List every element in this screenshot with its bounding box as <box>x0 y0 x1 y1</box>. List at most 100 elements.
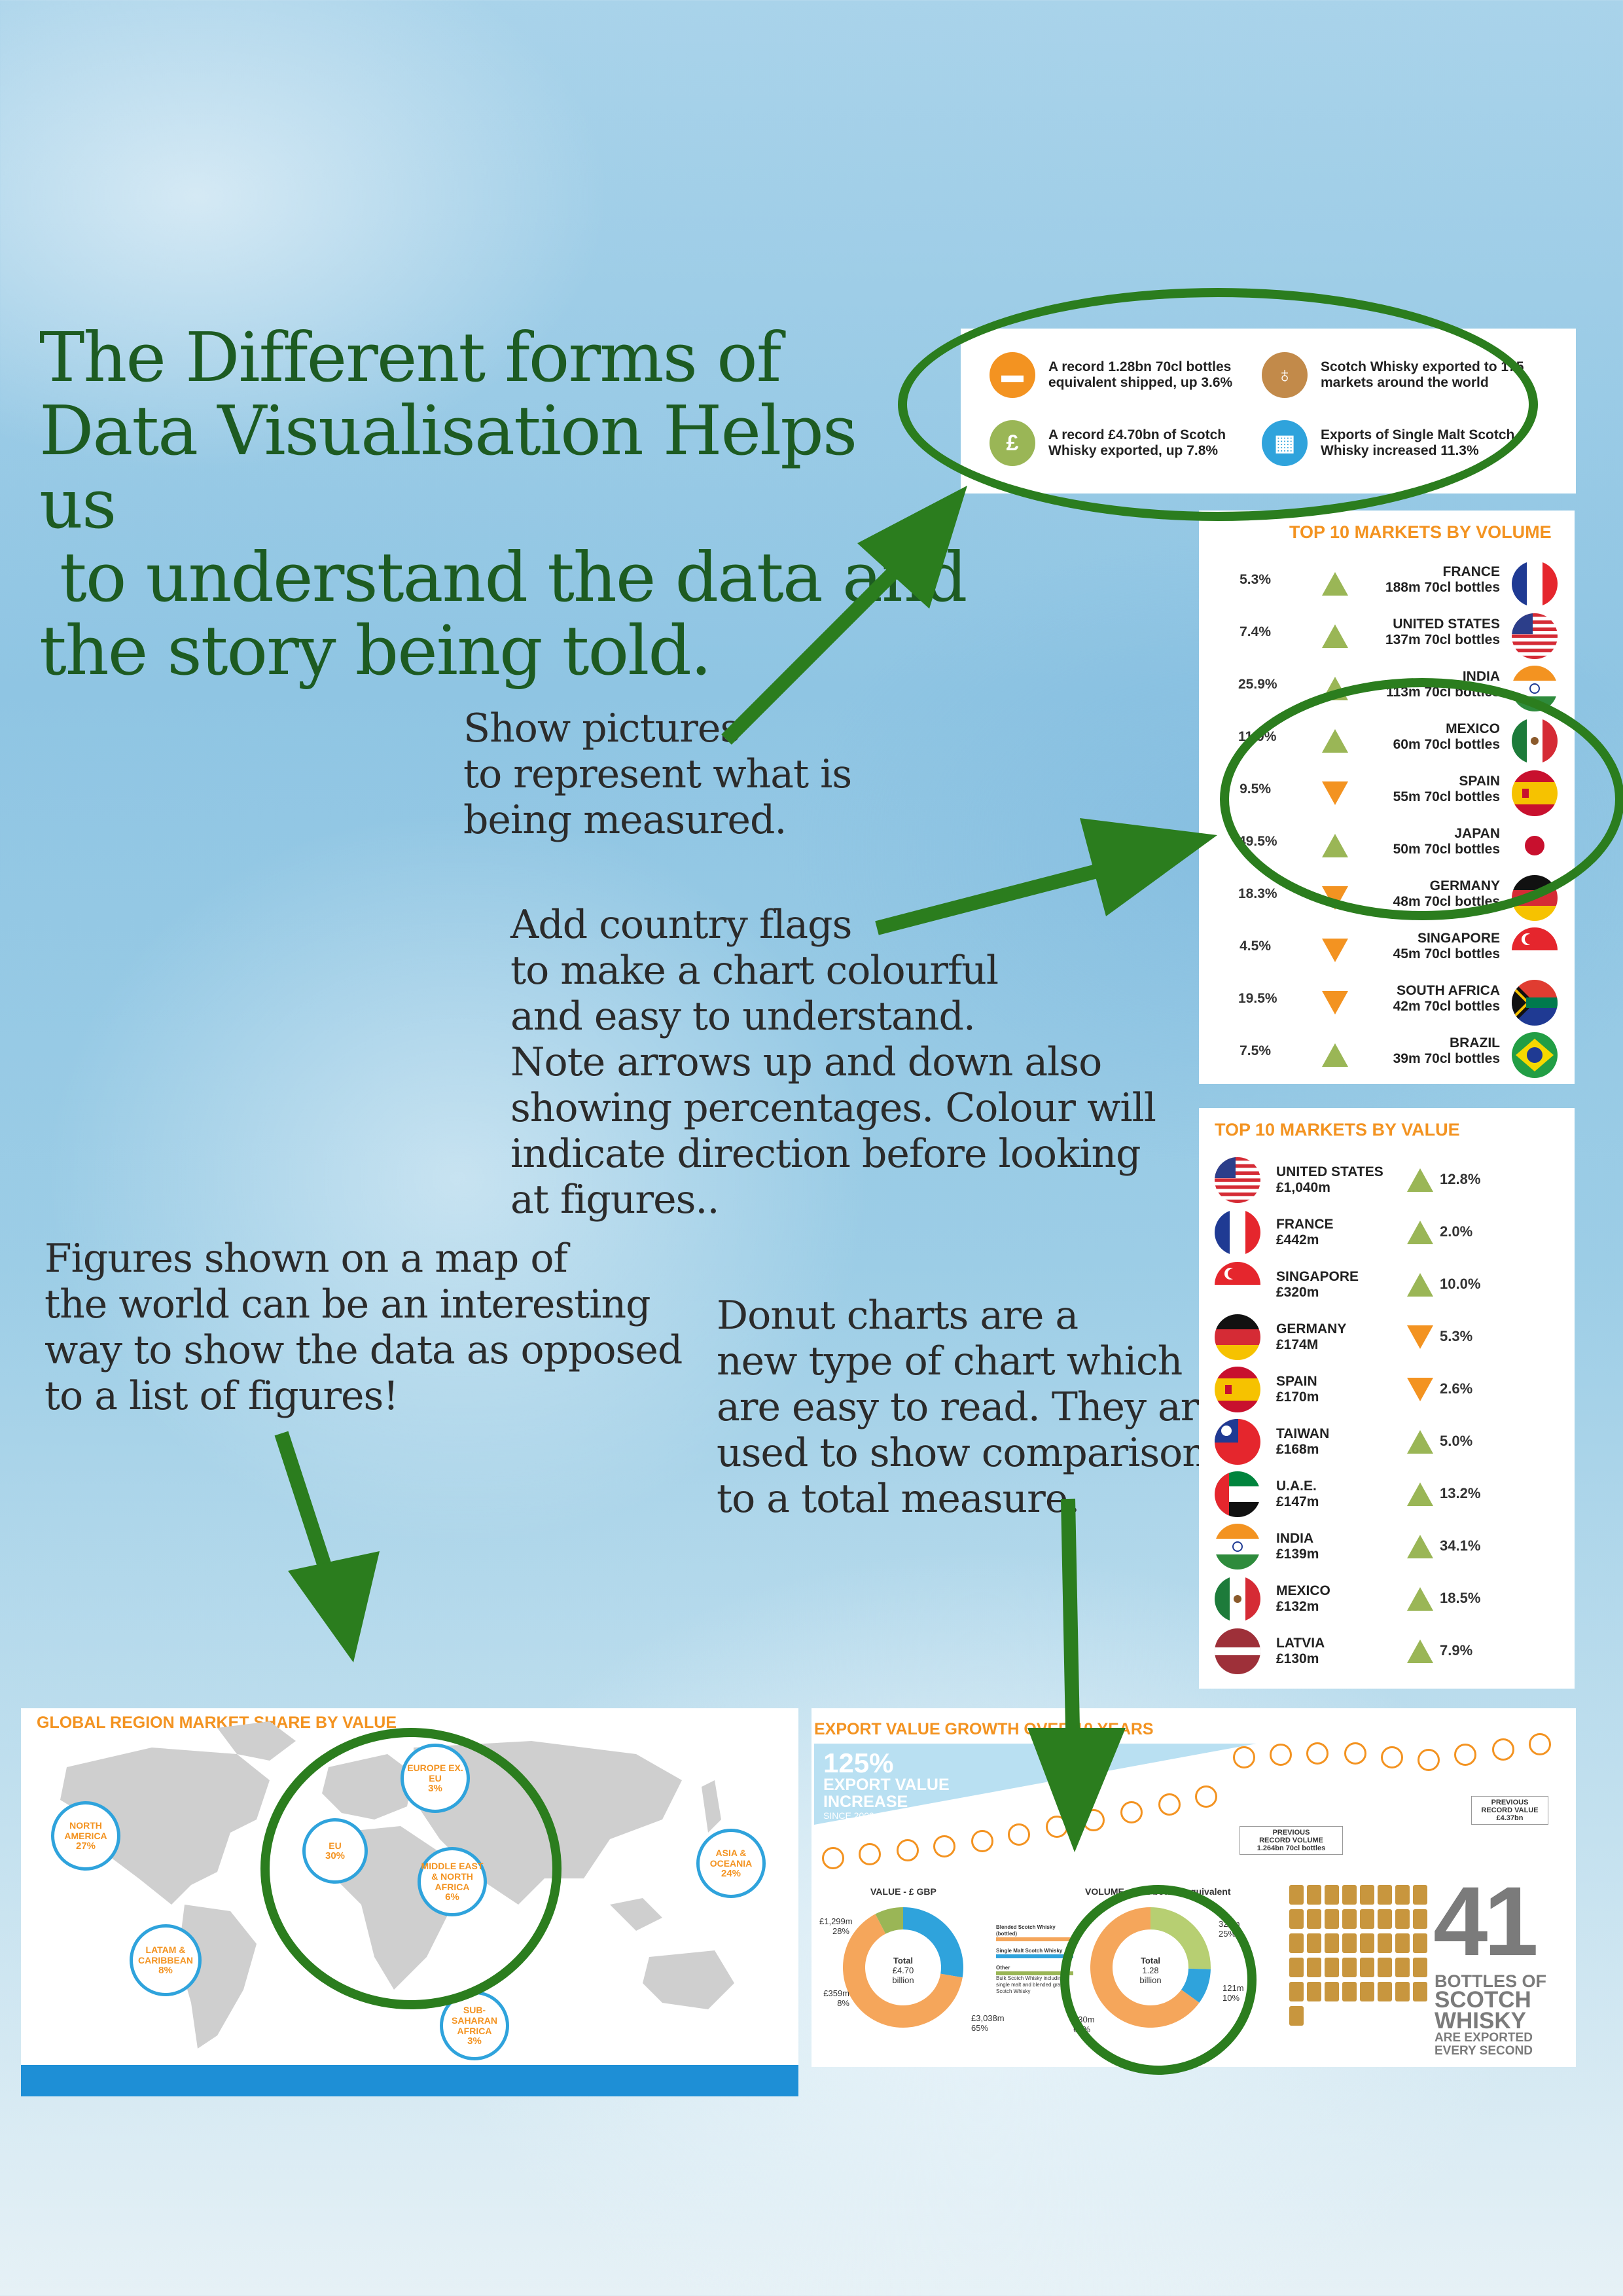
value-row: GERMANY £174M 5.3% <box>1199 1311 1575 1363</box>
coin-icon <box>1529 1733 1551 1755</box>
value-pct: 2.6% <box>1440 1380 1473 1397</box>
bottle-icon <box>1378 1982 1392 2001</box>
coin-icon <box>1008 1823 1030 1846</box>
note-line: new type of chart which <box>717 1338 1183 1384</box>
arrow-down-icon <box>1322 991 1348 1014</box>
volume-country: BRAZIL 39m 70cl bottles <box>1393 1035 1500 1066</box>
coin-icon <box>1233 1746 1255 1768</box>
bottle-icon <box>1307 1885 1321 1905</box>
arrow-down-icon <box>1407 1378 1433 1401</box>
volume-pct: 25.9% <box>1238 677 1277 692</box>
note-line: are easy to read. They are <box>717 1384 1222 1430</box>
bottle-icon <box>1342 1933 1357 1953</box>
bottle-icon <box>1325 1933 1339 1953</box>
coin-icon <box>933 1835 955 1857</box>
bottle-icon <box>1289 1958 1304 1977</box>
coin-icon <box>1270 1744 1292 1766</box>
volume-row: 7.5% BRAZIL 39m 70cl bottles <box>1199 1029 1575 1081</box>
volume-pct: 19.5% <box>1238 991 1277 1006</box>
volume-row: 5.3% FRANCE 188m 70cl bottles <box>1199 558 1575 610</box>
note-line: showing percentages. Colour will <box>510 1085 1156 1131</box>
bottle-icon <box>1307 1933 1321 1953</box>
arrow-up-icon <box>1407 1535 1433 1558</box>
value-country: U.A.E. £147m <box>1276 1479 1319 1509</box>
bottle-icon <box>1378 1909 1392 1929</box>
bottle-icon <box>1413 1909 1427 1929</box>
highlight-ring-map <box>260 1728 562 2009</box>
value-title: TOP 10 MARKETS BY VALUE <box>1215 1120 1460 1139</box>
value-pct: 10.0% <box>1440 1276 1481 1292</box>
coin-icon <box>1306 1742 1329 1765</box>
value-country: SPAIN £170m <box>1276 1374 1319 1405</box>
highlight-ring-summary <box>898 288 1538 521</box>
note-line: used to show comparisons <box>717 1430 1227 1476</box>
coin-icon <box>1418 1749 1440 1771</box>
bottle-icon <box>1413 1885 1427 1905</box>
note-line: to a total measure. <box>717 1476 1080 1522</box>
growth-panel: EXPORT VALUE GROWTH OVER 10 YEARS 125% E… <box>812 1708 1576 2067</box>
donut-value-title: VALUE - £ GBP <box>870 1886 936 1897</box>
france-flag-icon <box>1512 561 1558 607</box>
note-line: the world can be an interesting <box>45 1282 651 1327</box>
value-country: UNITED STATES £1,040m <box>1276 1164 1383 1195</box>
note-line: Donut charts are a <box>717 1293 1079 1338</box>
germany-flag-icon <box>1215 1314 1260 1360</box>
bottle-icon <box>1395 1909 1410 1929</box>
value-row: FRANCE £442m 2.0% <box>1199 1206 1575 1259</box>
note-line: and easy to understand. <box>510 994 976 1039</box>
taiwan-flag-icon <box>1215 1419 1260 1465</box>
note-line: to a list of figures! <box>45 1373 399 1419</box>
arrow-up-icon <box>1407 1273 1433 1297</box>
bottle-icon <box>1342 1958 1357 1977</box>
bottle-icon <box>1378 1885 1392 1905</box>
value-pct: 34.1% <box>1440 1537 1481 1554</box>
arrow-up-icon <box>1407 1221 1433 1244</box>
singapore-flag-icon <box>1215 1262 1260 1308</box>
value-country: MEXICO £132m <box>1276 1583 1330 1614</box>
bottle-icon <box>1342 1982 1357 2001</box>
singapore-flag-icon <box>1512 927 1558 973</box>
volume-title: TOP 10 MARKETS BY VOLUME <box>1289 522 1552 542</box>
donut-slice <box>903 1907 963 1978</box>
bottle-icon <box>1325 1958 1339 1977</box>
bottle-icon <box>1360 1933 1374 1953</box>
note-pictures: Show pictures to represent what is being… <box>463 706 852 843</box>
bottle-icon <box>1325 1982 1339 2001</box>
value-row: INDIA £139m 34.1% <box>1199 1520 1575 1573</box>
coin-icon <box>859 1843 881 1865</box>
bottle-icon <box>1307 1958 1321 1977</box>
arrow-up-icon <box>1322 1043 1348 1067</box>
volume-country: SINGAPORE 45m 70cl bottles <box>1393 931 1500 961</box>
donut-value-label: £359m 8% <box>823 1988 849 2008</box>
donut-value-center: Total £4.70 billion <box>892 1956 914 1985</box>
bottle-icon <box>1289 1933 1304 1953</box>
headline-line: to understand the data and <box>39 537 967 617</box>
value-panel: TOP 10 MARKETS BY VALUE UNITED STATES £1,… <box>1199 1108 1575 1689</box>
coin-icon <box>1454 1744 1476 1766</box>
arrow-up-icon <box>1407 1430 1433 1454</box>
volume-row: 7.4% UNITED STATES 137m 70cl bottles <box>1199 610 1575 662</box>
value-row: LATVIA £130m 7.9% <box>1199 1625 1575 1677</box>
volume-pct: 18.3% <box>1238 886 1277 901</box>
brazil-flag-icon <box>1512 1032 1558 1078</box>
arrow-down-icon <box>1407 1325 1433 1349</box>
france-flag-icon <box>1215 1210 1260 1255</box>
note-donut: Donut charts are a new type of chart whi… <box>717 1293 1227 1522</box>
bottle-icon <box>1289 1982 1304 2001</box>
value-pct: 7.9% <box>1440 1642 1473 1659</box>
value-country: INDIA £139m <box>1276 1531 1319 1562</box>
donut-legend: Blended Scotch Whisky (bottled) Single M… <box>996 1924 1073 1995</box>
arrow-up-icon <box>1407 1168 1433 1192</box>
bottle-icon <box>1360 1982 1374 2001</box>
uae-flag-icon <box>1215 1471 1260 1517</box>
coin-icon <box>1158 1793 1181 1816</box>
bottle-icon <box>1378 1933 1392 1953</box>
value-row: MEXICO £132m 18.5% <box>1199 1573 1575 1625</box>
growth-big-label: EXPORT VALUE INCREASE <box>823 1776 950 1811</box>
bottle-icon <box>1289 1909 1304 1929</box>
south-africa-flag-icon <box>1512 980 1558 1026</box>
bottles-stat-number: 41 <box>1433 1866 1539 1976</box>
growth-big-pct: 125% <box>823 1748 894 1778</box>
bottle-icon <box>1307 1982 1321 2001</box>
volume-pct: 7.4% <box>1240 624 1271 639</box>
